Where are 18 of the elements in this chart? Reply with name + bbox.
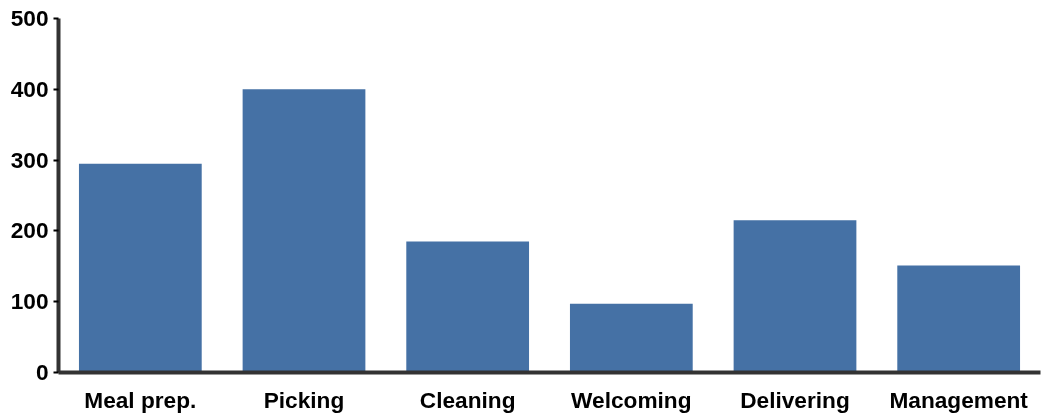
y-tick-label: 400 <box>10 75 49 102</box>
y-tick-label: 300 <box>10 146 49 173</box>
bar <box>242 89 366 373</box>
y-tick-label: 0 <box>35 359 49 385</box>
bar <box>897 265 1021 373</box>
x-tick-label: Delivering <box>740 386 850 413</box>
y-tick-label: 500 <box>10 5 49 31</box>
y-tick-label: 100 <box>10 288 49 315</box>
x-tick-label: Cleaning <box>419 386 516 413</box>
bar <box>733 220 857 373</box>
x-tick-label: Management <box>889 386 1029 413</box>
bar <box>78 163 202 373</box>
bar <box>569 303 693 373</box>
bar <box>406 241 530 373</box>
y-tick-label: 200 <box>10 217 49 244</box>
x-tick-label: Welcoming <box>571 386 692 413</box>
x-tick-label: Picking <box>263 386 345 413</box>
x-tick-label: Meal prep. <box>84 386 197 413</box>
